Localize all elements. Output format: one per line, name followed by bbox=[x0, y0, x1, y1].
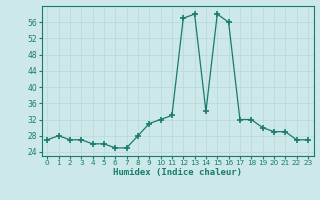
X-axis label: Humidex (Indice chaleur): Humidex (Indice chaleur) bbox=[113, 168, 242, 177]
